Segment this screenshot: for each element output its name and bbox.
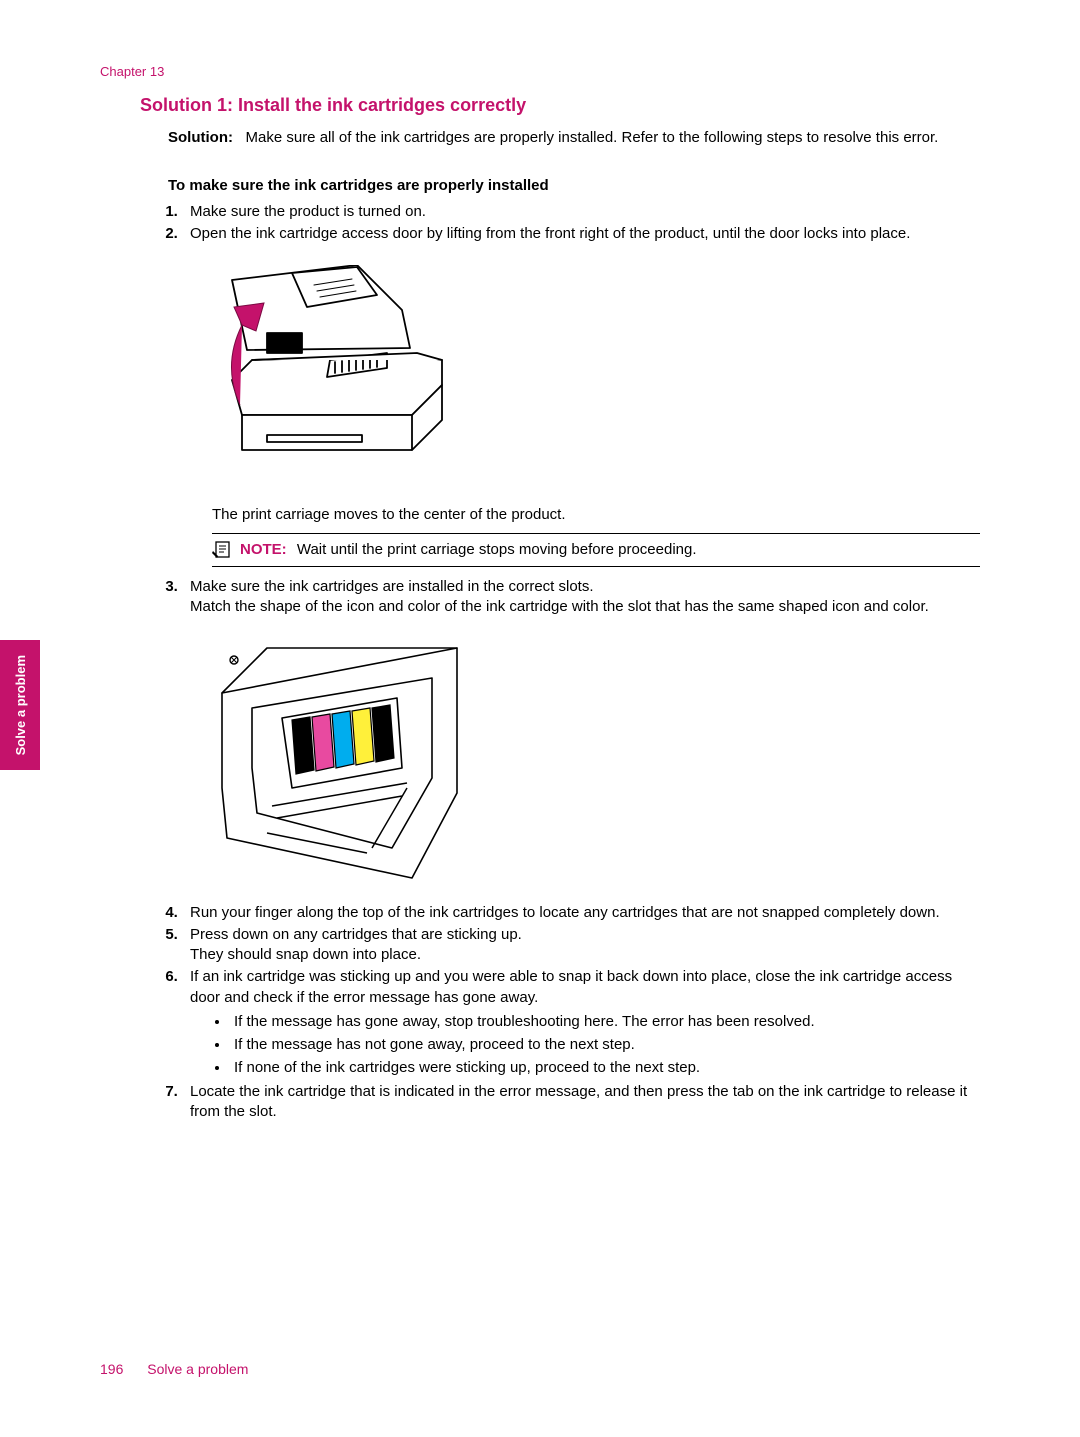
note-icon [212,541,232,559]
step-6-bullet-3: If none of the ink cartridges were stick… [230,1058,980,1078]
footer-section: Solve a problem [147,1361,248,1377]
step-5-a: Press down on any cartridges that are st… [190,926,522,943]
caption-1: The print carriage moves to the center o… [212,505,980,525]
step-6-bullet-1: If the message has gone away, stop troub… [230,1012,980,1032]
step-3-a: Make sure the ink cartridges are install… [190,578,594,595]
main-content: Solution 1: Install the ink cartridges c… [140,95,980,1124]
step-6-text: If an ink cartridge was sticking up and … [190,968,952,1005]
side-tab: Solve a problem [0,640,40,770]
step-6-bullets: If the message has gone away, stop troub… [230,1012,980,1079]
step-3: Make sure the ink cartridges are install… [182,577,980,883]
step-6: If an ink cartridge was sticking up and … [182,967,980,1078]
step-4: Run your finger along the top of the ink… [182,903,980,923]
solution-label: Solution: [168,129,233,146]
illustration-cartridges [212,638,980,883]
chapter-header: Chapter 13 [100,64,164,79]
solution-text: Make sure all of the ink cartridges are … [246,129,939,146]
footer: 196 Solve a problem [100,1361,248,1377]
step-7: Locate the ink cartridge that is indicat… [182,1082,980,1123]
note-box: NOTE: Wait until the print carriage stop… [212,533,980,567]
note-label: NOTE: [240,541,287,558]
procedure-title: To make sure the ink cartridges are prop… [168,176,980,196]
illustration-printer-open [212,265,980,485]
solution-body: Solution: Make sure all of the ink cartr… [140,128,980,1122]
steps-list: Make sure the product is turned on. Open… [182,202,980,1122]
step-5: Press down on any cartridges that are st… [182,925,980,966]
side-tab-label: Solve a problem [13,655,28,755]
step-1: Make sure the product is turned on. [182,202,980,222]
step-2: Open the ink cartridge access door by li… [182,224,980,567]
note-text: Wait until the print carriage stops movi… [297,541,697,558]
step-2-text: Open the ink cartridge access door by li… [190,225,910,242]
step-5-b: They should snap down into place. [190,946,421,963]
solution-title: Solution 1: Install the ink cartridges c… [140,95,980,116]
step-6-bullet-2: If the message has not gone away, procee… [230,1035,980,1055]
step-3-b: Match the shape of the icon and color of… [190,598,929,615]
page-number: 196 [100,1361,123,1377]
